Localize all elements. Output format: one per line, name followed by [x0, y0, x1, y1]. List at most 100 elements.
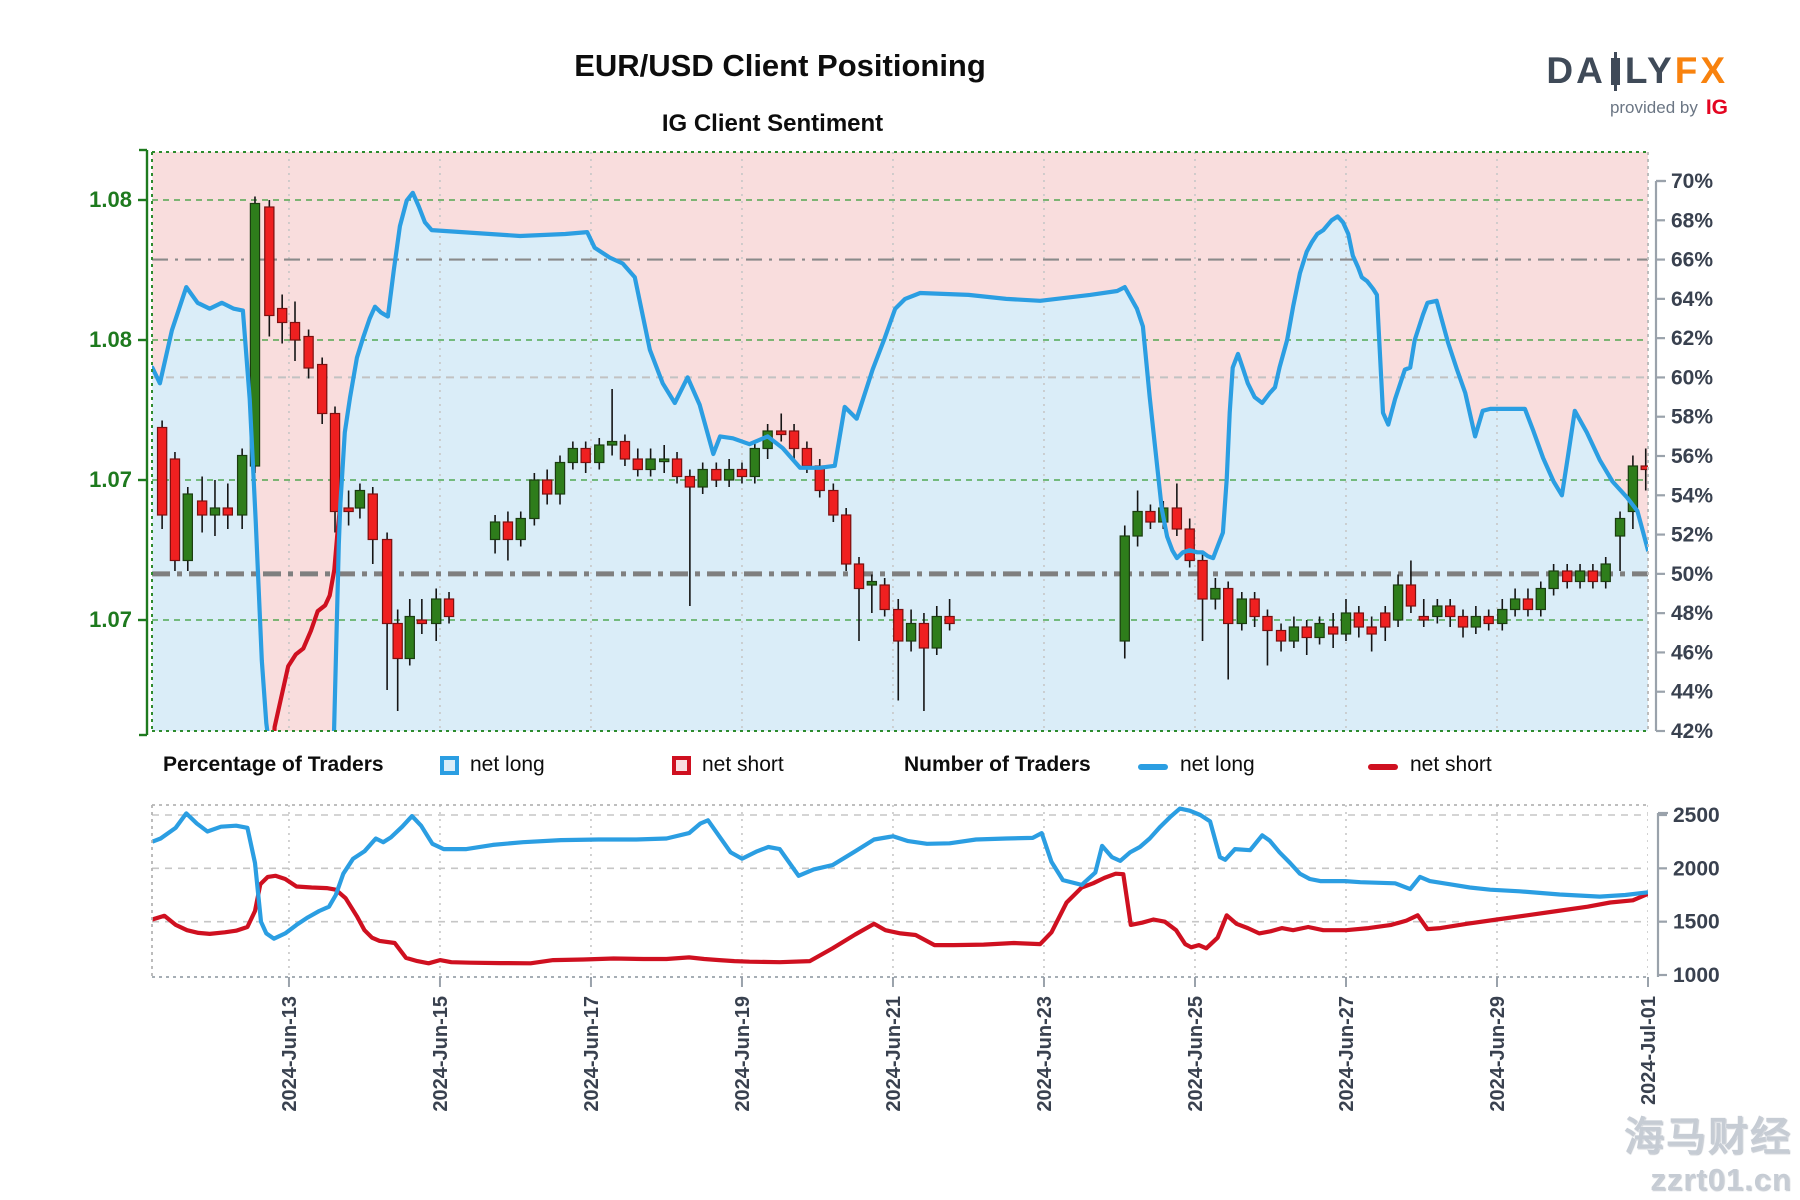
count-tick-label: 2000	[1673, 857, 1720, 880]
count-tick-label: 2500	[1673, 804, 1720, 827]
candle-up	[567, 447, 579, 464]
candle-up	[1288, 626, 1300, 642]
candle-down	[1197, 559, 1208, 600]
price-tick-label: 1.08	[89, 187, 132, 212]
date-tick-label: 2024-Jun-21	[883, 996, 905, 1112]
candles	[156, 196, 1648, 711]
candle-down	[1457, 615, 1469, 628]
net-long-swatch-icon	[440, 756, 459, 775]
candle-up	[749, 447, 761, 478]
watermark-line1: 海马财经	[1624, 1115, 1792, 1159]
candle-down	[879, 584, 890, 611]
candle-down	[303, 335, 314, 369]
candle-up	[723, 468, 735, 481]
percent-tick-label: 42%	[1671, 720, 1713, 743]
candle-down	[801, 447, 813, 467]
traders-line-net-short	[152, 871, 1648, 966]
candle-up	[1497, 608, 1508, 625]
candle-down	[1640, 465, 1648, 471]
count-tick-label: 1000	[1673, 964, 1720, 987]
candle-down	[1353, 612, 1365, 628]
candle-down	[918, 622, 930, 649]
candle-up	[404, 615, 415, 660]
legend-title-percentage: Percentage of Traders	[163, 753, 384, 776]
candle-down	[711, 468, 722, 481]
count-axis: 2500 2000 1500 1000	[1656, 804, 1720, 987]
candle-down	[264, 206, 275, 317]
candle-down	[1366, 626, 1377, 635]
legend-title-number: Number of Traders	[904, 753, 1091, 776]
provided-by-label: provided by	[1609, 98, 1698, 117]
percent-tick-label: 52%	[1671, 524, 1713, 547]
net-short-fill	[152, 152, 1648, 731]
candle-down	[1444, 605, 1456, 618]
candle-down	[1184, 528, 1195, 562]
candle-down	[619, 440, 631, 460]
percent-tick-label: 70%	[1671, 170, 1713, 193]
candle-down	[853, 563, 865, 590]
candle-up	[905, 622, 917, 642]
percent-axis: 70% 68% 66% 64% 62% 60% 58% 56% 54% 52% 50% 48% 46% 4…	[1654, 170, 1713, 743]
candle-up	[1627, 465, 1639, 513]
candle-down	[893, 608, 904, 642]
net-short-swatch-icon	[672, 756, 691, 775]
candle-up	[1314, 622, 1325, 639]
candle-up	[529, 479, 540, 520]
percent-tick-label: 68%	[1671, 209, 1713, 232]
candle-up	[594, 444, 605, 464]
date-tick-label: 2024-Jul-01	[1638, 996, 1660, 1105]
date-tick-label: 2024-Jun-23	[1034, 996, 1056, 1112]
candle-up	[1509, 598, 1521, 611]
candle-up	[1132, 510, 1143, 537]
candle-down	[776, 430, 787, 436]
candle-down	[329, 412, 341, 513]
candle-up	[659, 458, 670, 463]
candle-up	[1392, 584, 1404, 621]
candle-down	[684, 475, 696, 488]
candle-up	[1432, 605, 1443, 618]
net-long-line-icon	[1138, 764, 1168, 770]
percent-tick-label: 66%	[1671, 249, 1713, 272]
candle-up	[866, 580, 878, 586]
candle-up	[209, 507, 221, 516]
candle-down	[316, 363, 328, 415]
candle-down	[632, 458, 643, 471]
candle-down	[1483, 615, 1494, 625]
logo-text-ly: LY	[1624, 50, 1675, 91]
candle-down	[944, 615, 955, 625]
candle-up	[645, 458, 656, 471]
legend-label-net-short-count: net short	[1410, 753, 1492, 776]
candle-up	[1236, 598, 1247, 625]
net-long-pct-line	[152, 190, 1648, 731]
legend-label-net-short-pct: net short	[702, 753, 784, 776]
candle-down	[222, 507, 234, 516]
candle-down	[1380, 612, 1391, 628]
dailyfx-wordmark: DA LY FX	[1546, 50, 1728, 92]
candle-up	[1470, 615, 1482, 628]
net-long-fill	[152, 192, 1648, 731]
percent-tick-label: 46%	[1671, 641, 1713, 664]
date-axis: 2024-Jun-13 2024-Jun-15 2024-Jun-17 2024-Ju…	[279, 977, 1660, 1112]
percent-tick-label: 44%	[1671, 681, 1713, 704]
date-tick-label: 2024-Jun-17	[581, 996, 603, 1112]
candle-down	[276, 307, 288, 324]
dailyfx-logo: DA LY FX provided by IG	[1546, 50, 1728, 120]
candle-up	[1340, 612, 1352, 635]
candle-down	[788, 430, 800, 450]
candle-up	[515, 517, 526, 541]
percent-tick-label: 60%	[1671, 366, 1713, 389]
percent-tick-label: 64%	[1671, 288, 1713, 311]
price-axis: 1.08 1.08 1.07 1.07	[89, 148, 149, 737]
candle-down	[1249, 598, 1260, 618]
candle-down	[1223, 587, 1234, 625]
candle-down	[502, 521, 514, 541]
candle-down	[1587, 570, 1599, 583]
legend-label-net-long-count: net long	[1180, 753, 1255, 776]
date-tick-label: 2024-Jun-27	[1336, 996, 1358, 1112]
main-chart-area	[152, 152, 1648, 731]
percent-tick-label: 48%	[1671, 602, 1713, 625]
candle-down	[1522, 598, 1534, 611]
percent-tick-label: 56%	[1671, 445, 1713, 468]
candle-up	[182, 493, 193, 562]
candle-down	[367, 493, 378, 541]
